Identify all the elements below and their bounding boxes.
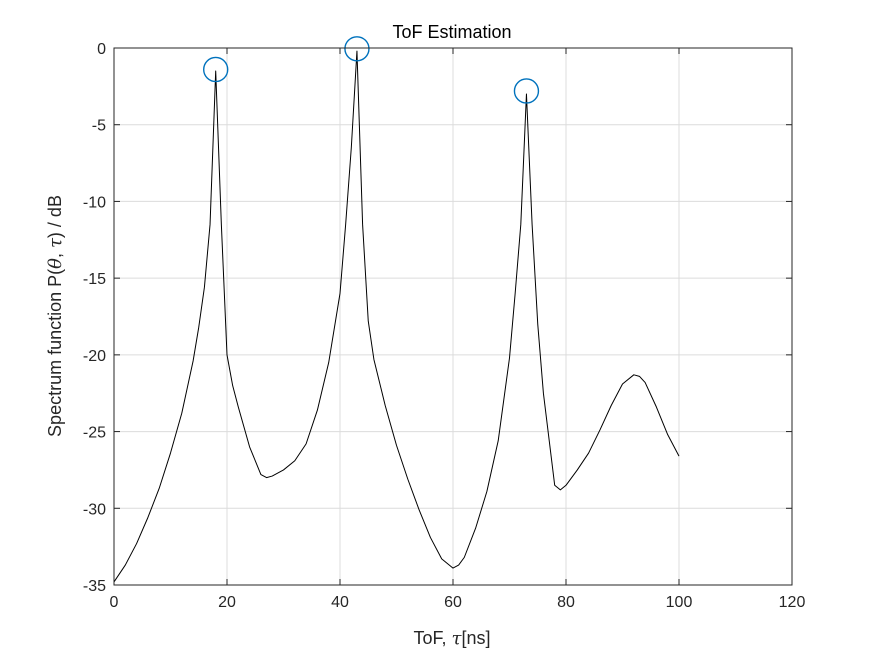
x-tick-label: 20: [218, 594, 236, 611]
y-tick-label: -10: [83, 194, 106, 211]
chart-title: ToF Estimation: [392, 22, 511, 42]
x-axis-label-suffix: [ns]: [461, 628, 490, 648]
y-tick-label: 0: [97, 41, 106, 58]
x-tick-label: 0: [110, 594, 119, 611]
ticks: [113, 47, 793, 586]
peak-marker: [202, 56, 229, 83]
y-tick-label: -30: [83, 501, 106, 518]
y-axis-label: Spectrum function P(θ, τ) / dB: [45, 195, 66, 437]
x-axis-label: ToF, τ[ns]: [414, 628, 491, 649]
y-axis-label-mid: ,: [45, 248, 65, 258]
x-axis-label-prefix: ToF,: [414, 628, 452, 648]
y-tick-label: -20: [83, 348, 106, 365]
spectrum-line: [113, 50, 680, 583]
y-axis-label-part1: Spectrum function P(: [45, 269, 65, 437]
tick-labels: 0 20 40 60 80 100 120 -35 -30 -25 -20 -15 -10 -5 0: [83, 41, 806, 611]
peak-markers: [202, 36, 540, 104]
x-tick-label: 60: [444, 594, 462, 611]
y-axis-label-theta: θ: [45, 258, 66, 269]
y-axis-label-part2: ) / dB: [45, 195, 65, 238]
x-tick-label: 100: [666, 594, 693, 611]
y-tick-label: -15: [83, 271, 106, 288]
series-layer: [113, 50, 680, 583]
y-tick-label: -35: [83, 578, 106, 595]
x-tick-label: 80: [557, 594, 575, 611]
y-tick-label: -25: [83, 425, 106, 442]
peak-marker: [344, 36, 370, 62]
peak-marker: [513, 78, 540, 104]
x-tick-label: 120: [779, 594, 806, 611]
y-tick-label: -5: [92, 118, 106, 135]
y-axis-label-tau: τ: [45, 237, 66, 248]
x-tick-label: 40: [331, 594, 349, 611]
x-axis-label-symbol: τ: [452, 628, 463, 649]
